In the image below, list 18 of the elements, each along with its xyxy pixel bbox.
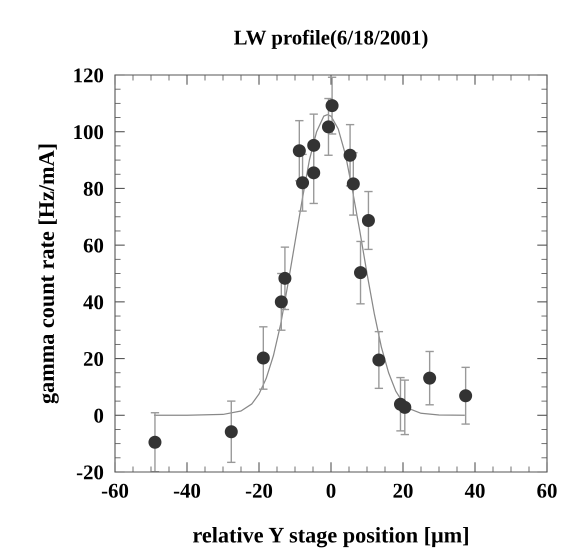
y-tick-label: 80 xyxy=(84,182,104,196)
x-axis-title: relative Y stage position [μm] xyxy=(193,527,468,548)
y-tick-label: 60 xyxy=(84,238,104,253)
x-tick-label: 60 xyxy=(537,484,557,498)
y-axis-title: gamma count rate [Hz/mA] xyxy=(38,144,59,404)
y-tick-label: 100 xyxy=(74,125,104,140)
y-tick-label: 0 xyxy=(94,408,104,423)
x-tick-label: 40 xyxy=(464,484,485,498)
chart-title: LW profile(6/18/2001) xyxy=(234,30,428,49)
y-tick-label: -20 xyxy=(76,465,104,480)
x-tick-label: 0 xyxy=(326,484,336,498)
y-tick-label: 20 xyxy=(84,352,104,366)
y-tick-label: 40 xyxy=(83,295,104,310)
y-tick-label: 120 xyxy=(74,68,104,82)
x-tick-label: -60 xyxy=(102,484,128,498)
x-tick-label: -20 xyxy=(246,484,272,498)
x-tick-label: -40 xyxy=(174,484,200,498)
x-tick-label: 20 xyxy=(393,484,413,498)
